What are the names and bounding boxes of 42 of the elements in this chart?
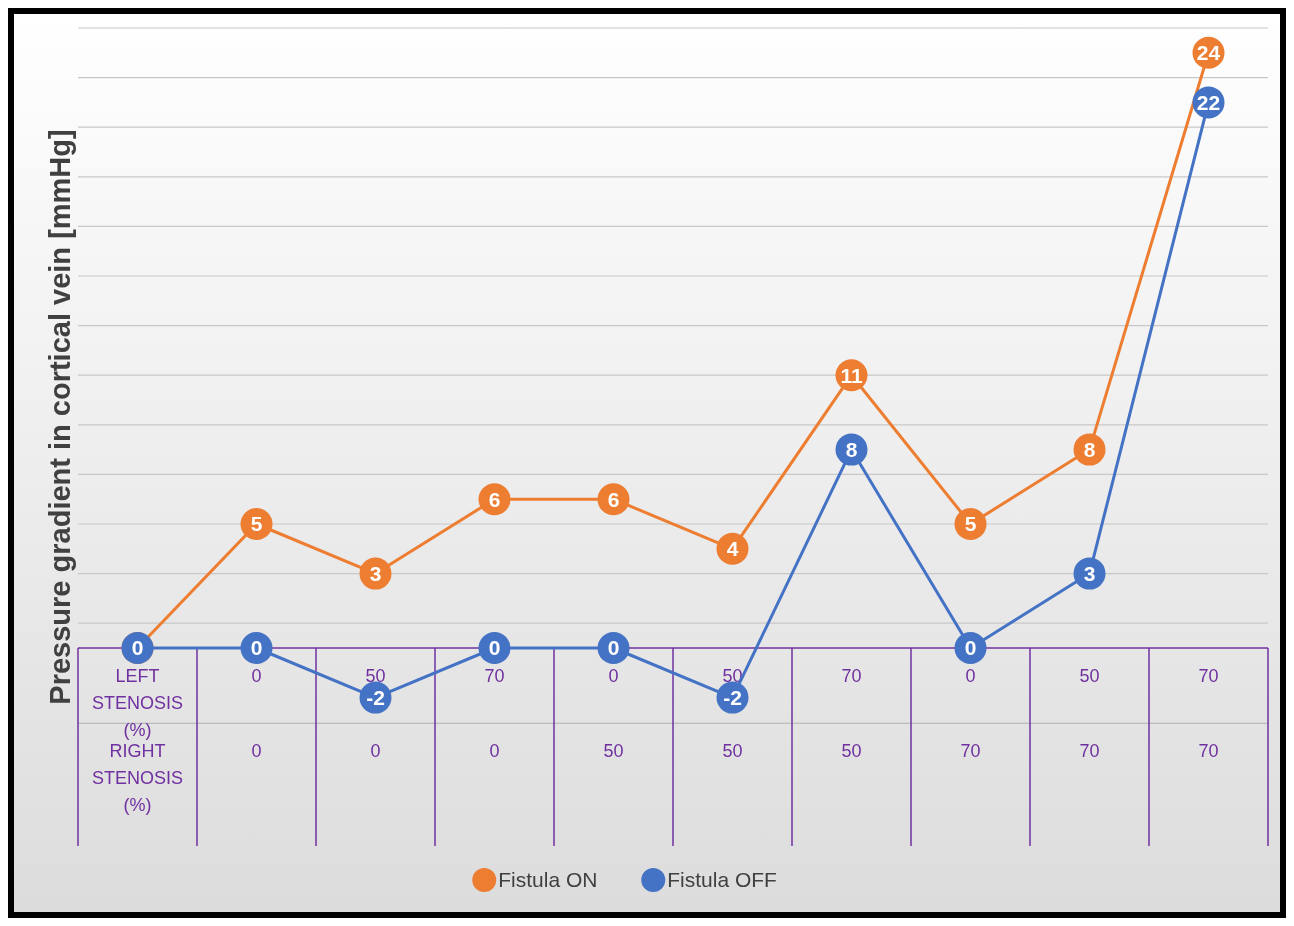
x-tick-label: 0 — [965, 666, 976, 686]
legend-label: Fistula ON — [498, 868, 598, 892]
data-label: 0 — [964, 636, 977, 660]
data-label: 5 — [964, 512, 977, 536]
x-tick-label: 50 — [1079, 666, 1100, 686]
text: 50 — [603, 741, 624, 762]
data-label: 3 — [1083, 561, 1096, 585]
data-label: -2 — [723, 685, 742, 709]
text: RIGHT STENOSIS (%) — [91, 741, 184, 816]
x-tick-label: LEFT STENOSIS (%) — [91, 666, 184, 740]
text: 70 — [1198, 741, 1219, 762]
data-label: 6 — [488, 487, 501, 511]
x-tick-label: 70 — [841, 666, 862, 686]
text: 50 — [722, 741, 743, 762]
text: 0 — [370, 741, 381, 762]
data-label: 8 — [1083, 437, 1096, 461]
text: 50 — [841, 741, 862, 762]
data-label: 6 — [607, 487, 620, 511]
text: 70 — [960, 741, 981, 762]
legend-label: Fistula OFF — [667, 868, 777, 892]
data-label: 0 — [607, 636, 620, 660]
data-label: 4 — [726, 537, 739, 561]
y-axis-title: Pressure gradient in cortical vein [mmHg] — [44, 129, 76, 705]
data-label: 5 — [250, 512, 263, 536]
text: 0 — [489, 741, 500, 762]
data-label: 11 — [840, 363, 863, 387]
x-tick-label: 0 — [251, 666, 262, 686]
data-label: 3 — [369, 561, 382, 585]
data-label: 22 — [1196, 90, 1221, 114]
x-tick-label: 50 — [722, 666, 743, 686]
data-label: 0 — [131, 636, 144, 660]
x-tick-label: 70 — [1198, 666, 1219, 686]
x-tick-label: 50 — [365, 666, 386, 686]
text: 70 — [1079, 741, 1100, 762]
data-label: 0 — [250, 636, 263, 660]
data-label: 0 — [488, 636, 501, 660]
data-label: -2 — [366, 685, 385, 709]
x-tick-label: 0 — [608, 666, 619, 686]
data-label: 8 — [845, 437, 858, 461]
data-label: 24 — [1196, 41, 1221, 65]
x-tick-label: 70 — [484, 666, 505, 686]
text: 0 — [251, 741, 262, 762]
